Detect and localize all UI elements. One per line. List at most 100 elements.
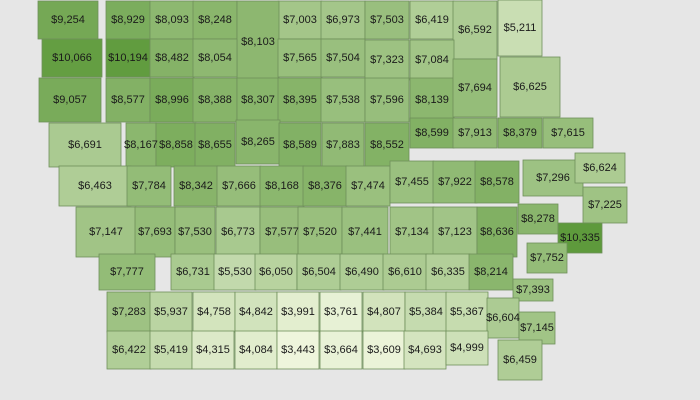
county-label: $8,577 (111, 94, 145, 106)
county-label: $7,694 (458, 82, 492, 94)
county (321, 122, 365, 168)
county-label: $7,883 (326, 139, 360, 151)
county (542, 117, 594, 149)
county-label: $8,929 (111, 14, 145, 26)
county-label: $7,752 (530, 252, 564, 264)
county-label: $3,761 (324, 306, 358, 318)
county (499, 56, 561, 118)
county-label: $8,103 (241, 36, 275, 48)
county-label: $7,666 (222, 180, 256, 192)
county-label: $7,441 (348, 226, 382, 238)
county (155, 122, 197, 168)
county-label: $8,214 (474, 266, 508, 278)
county (191, 330, 235, 370)
county-label: $6,422 (112, 344, 146, 356)
county-label: $7,145 (520, 322, 554, 334)
county (149, 330, 193, 370)
county-label: $8,093 (155, 14, 189, 26)
county (522, 159, 584, 197)
county-label: $3,991 (281, 306, 315, 318)
county (170, 253, 216, 291)
county-label: $6,604 (486, 312, 520, 324)
county-label: $7,474 (351, 180, 385, 192)
county (58, 165, 132, 207)
county (497, 339, 543, 381)
county-label: $6,592 (458, 24, 492, 36)
county (259, 206, 305, 258)
county-label: $7,615 (551, 127, 585, 139)
counties (37, 0, 628, 381)
county-label: $6,463 (78, 180, 112, 192)
county (149, 0, 195, 40)
county-label: $5,937 (154, 306, 188, 318)
county-label: $7,538 (326, 94, 360, 106)
county (296, 253, 342, 291)
county-label: $8,248 (198, 14, 232, 26)
county-label: $7,922 (438, 176, 472, 188)
county-label: $8,589 (283, 139, 317, 151)
county-label: $6,691 (68, 139, 102, 151)
county-label: $8,379 (503, 127, 537, 139)
county-label: $7,784 (132, 180, 166, 192)
county-label: $5,419 (154, 344, 188, 356)
county-label: $8,376 (308, 180, 342, 192)
county (149, 77, 195, 123)
county-label: $8,167 (124, 139, 158, 151)
county (192, 77, 238, 123)
county (216, 165, 262, 207)
county-label: $6,459 (503, 354, 537, 366)
county-label: $6,973 (326, 14, 360, 26)
county-label: $7,123 (438, 226, 472, 238)
county-label: $7,283 (112, 306, 146, 318)
county-label: $8,655 (198, 139, 232, 151)
county (362, 330, 406, 370)
county (320, 38, 366, 78)
county-label: $8,996 (155, 94, 189, 106)
county (432, 160, 478, 204)
county (105, 0, 151, 40)
county (452, 0, 498, 60)
county (409, 0, 455, 40)
county (445, 330, 489, 366)
county (134, 206, 176, 258)
county-label: $7,503 (370, 14, 404, 26)
county-label: $7,323 (370, 54, 404, 66)
county (277, 38, 323, 78)
county (517, 203, 559, 235)
county (215, 206, 261, 258)
county-label: $7,134 (395, 226, 429, 238)
county-label: $6,625 (513, 81, 547, 93)
county-label: $8,139 (415, 94, 449, 106)
county-label: $4,758 (197, 306, 231, 318)
county-label: $7,455 (395, 176, 429, 188)
county (235, 119, 281, 165)
county (452, 58, 498, 118)
county (364, 0, 410, 40)
county-label: $7,530 (178, 226, 212, 238)
county-label: $7,596 (370, 94, 404, 106)
county (512, 278, 554, 302)
county-label: $8,265 (241, 136, 275, 148)
county-label: $4,999 (450, 342, 484, 354)
county-label: $3,443 (281, 344, 315, 356)
county-label: $9,254 (51, 14, 85, 26)
county-label: $3,609 (367, 344, 401, 356)
county-label: $10,066 (52, 52, 92, 64)
county-label: $6,504 (302, 266, 336, 278)
county (497, 0, 543, 57)
county-label: $5,211 (504, 22, 537, 34)
county-label: $7,003 (283, 14, 317, 26)
county (41, 38, 103, 78)
county-label: $6,490 (345, 266, 379, 278)
county-label: $6,773 (221, 226, 255, 238)
county-label: $7,520 (303, 226, 337, 238)
county-label: $9,057 (53, 94, 87, 106)
county-label: $4,693 (408, 344, 442, 356)
county-label: $4,807 (367, 306, 401, 318)
county (149, 38, 195, 78)
county (192, 38, 238, 78)
county-label: $8,307 (241, 94, 275, 106)
county-label: $6,050 (259, 266, 293, 278)
county (149, 291, 193, 333)
